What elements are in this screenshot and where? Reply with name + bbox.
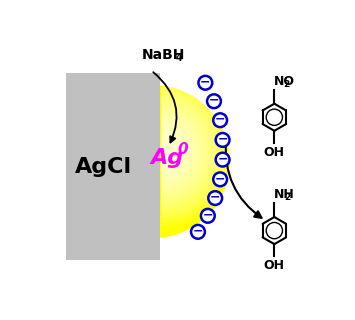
Wedge shape (161, 117, 194, 183)
Wedge shape (154, 85, 230, 238)
Circle shape (216, 153, 229, 166)
Wedge shape (161, 83, 229, 218)
Text: −: − (217, 152, 228, 165)
FancyArrowPatch shape (226, 140, 262, 218)
Wedge shape (161, 130, 181, 170)
Text: −: − (209, 94, 219, 107)
Text: Ag: Ag (151, 148, 184, 168)
Text: 2: 2 (285, 193, 291, 202)
Text: OH: OH (264, 260, 285, 272)
Bar (66, 73, 160, 260)
Text: −: − (193, 225, 203, 237)
Wedge shape (161, 108, 203, 192)
Text: −: − (215, 113, 225, 126)
Wedge shape (161, 104, 207, 196)
Wedge shape (161, 113, 199, 188)
Text: 0: 0 (177, 142, 188, 157)
Circle shape (207, 94, 221, 108)
Wedge shape (161, 126, 186, 175)
Wedge shape (161, 95, 216, 205)
Circle shape (191, 225, 205, 239)
Circle shape (198, 76, 212, 90)
Text: −: − (210, 191, 220, 204)
Text: −: − (217, 133, 228, 146)
Text: 4: 4 (175, 53, 182, 63)
Circle shape (201, 209, 215, 223)
FancyArrowPatch shape (153, 72, 176, 142)
Wedge shape (161, 100, 212, 201)
Wedge shape (161, 134, 177, 166)
Wedge shape (161, 87, 225, 213)
Text: −: − (203, 209, 213, 221)
Circle shape (213, 172, 227, 186)
Text: OH: OH (264, 146, 285, 159)
Text: NaBH: NaBH (142, 48, 185, 62)
Wedge shape (161, 121, 190, 179)
Wedge shape (161, 74, 237, 227)
Text: NH: NH (274, 188, 294, 201)
Text: −: − (215, 172, 225, 185)
Wedge shape (161, 91, 220, 209)
Text: −: − (200, 76, 211, 89)
Text: AgCl: AgCl (75, 156, 132, 177)
Circle shape (213, 113, 227, 127)
Circle shape (216, 133, 229, 147)
Wedge shape (161, 78, 233, 222)
Text: NO: NO (274, 75, 295, 88)
Text: 2: 2 (284, 80, 290, 89)
Circle shape (208, 191, 222, 205)
